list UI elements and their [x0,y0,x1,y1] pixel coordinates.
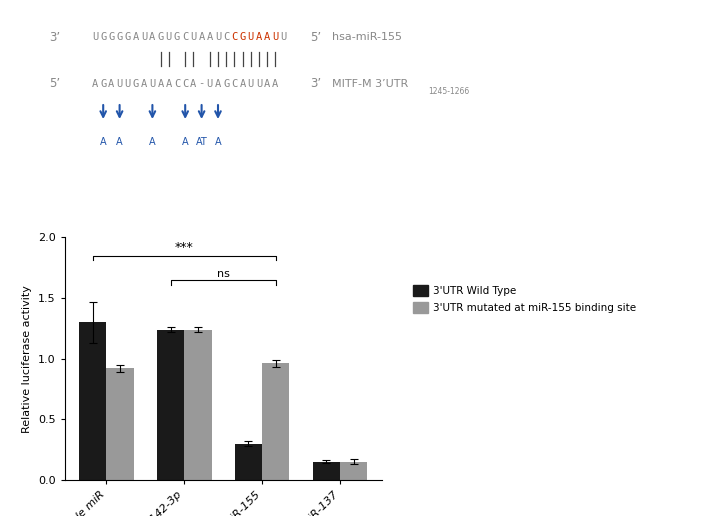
Text: A: A [158,78,163,89]
Text: C: C [231,78,238,89]
Text: G: G [240,32,246,42]
Text: ***: *** [175,241,194,254]
Text: G: G [108,32,114,42]
Text: U: U [248,78,254,89]
Text: A: A [207,32,213,42]
Bar [184,330,212,480]
Text: U: U [272,32,279,42]
Legend: 3'UTR Wild Type, 3'UTR mutated at miR-155 binding site: 3'UTR Wild Type, 3'UTR mutated at miR-15… [408,281,641,317]
Text: U: U [92,32,98,42]
Text: C: C [231,32,238,42]
Text: U: U [190,32,197,42]
Text: A: A [108,78,114,89]
Text: C: C [223,32,230,42]
Text: G: G [158,32,163,42]
Text: A: A [215,78,221,89]
Text: G: G [174,32,180,42]
Text: A: A [264,78,270,89]
Text: 3’: 3’ [50,30,60,44]
Bar [340,462,367,480]
Y-axis label: Relative luciferase activity: Relative luciferase activity [22,285,32,432]
Text: G: G [133,78,139,89]
Text: G: G [117,32,122,42]
Text: C: C [182,32,189,42]
Text: 5’: 5’ [310,30,321,44]
Text: U: U [117,78,122,89]
Text: G: G [100,78,107,89]
Text: A: A [100,137,107,147]
Text: A: A [272,78,279,89]
Text: U: U [166,32,172,42]
Text: U: U [256,78,262,89]
Text: 1245-1266: 1245-1266 [428,87,469,96]
Bar [262,363,289,480]
Text: AT: AT [196,137,207,147]
Text: A: A [240,78,246,89]
Text: A: A [141,78,148,89]
Text: C: C [182,78,189,89]
Text: A: A [199,32,204,42]
Text: U: U [125,78,131,89]
Text: A: A [256,32,262,42]
Bar [235,443,262,480]
Bar [107,368,134,480]
Bar [157,330,184,480]
Text: -: - [199,78,204,89]
Text: A: A [264,32,270,42]
Text: U: U [248,32,254,42]
Text: A: A [92,78,98,89]
Text: G: G [100,32,107,42]
Text: A: A [215,137,221,147]
Text: A: A [133,32,139,42]
Bar [312,462,340,480]
Text: G: G [125,32,131,42]
Text: 5’: 5’ [50,77,60,90]
Text: 3’: 3’ [310,77,321,90]
Text: ns: ns [217,269,230,279]
Text: U: U [215,32,221,42]
Text: A: A [149,32,156,42]
Text: U: U [207,78,213,89]
Text: U: U [141,32,148,42]
Text: C: C [174,78,180,89]
Text: G: G [223,78,230,89]
Text: U: U [281,32,287,42]
Text: A: A [166,78,172,89]
Text: A: A [190,78,197,89]
Text: U: U [149,78,156,89]
Text: A: A [182,137,189,147]
Text: hsa-miR-155: hsa-miR-155 [332,32,402,42]
Text: A: A [149,137,156,147]
Text: MITF-M 3’UTR: MITF-M 3’UTR [332,78,408,89]
Bar [79,322,107,480]
Text: A: A [117,137,123,147]
